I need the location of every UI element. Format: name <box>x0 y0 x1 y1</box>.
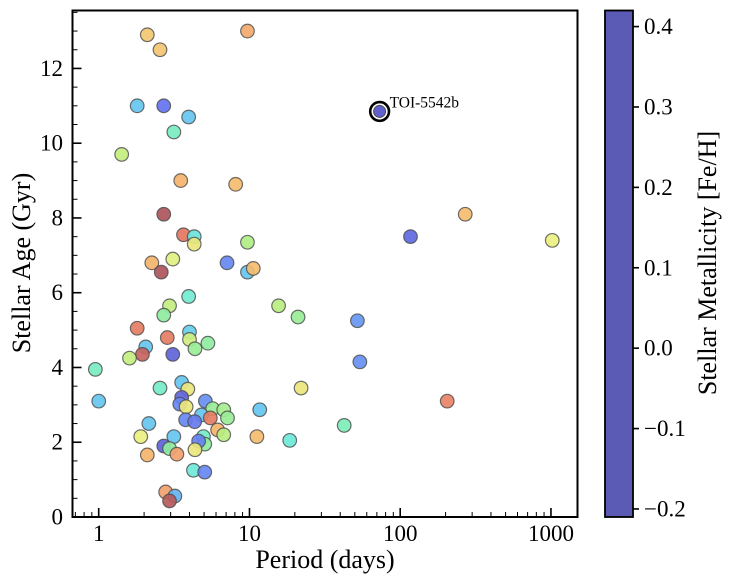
data-point <box>293 380 309 396</box>
colorbar-tick-label: 0.4 <box>644 14 673 39</box>
colorbar-tick-label: −0.2 <box>644 496 686 521</box>
data-point <box>173 173 189 188</box>
data-point <box>144 255 160 271</box>
data-point <box>352 354 368 370</box>
data-point <box>187 341 203 357</box>
y-tick-label: 6 <box>52 280 64 305</box>
data-point <box>91 393 107 409</box>
x-tick-label: 10 <box>238 521 261 546</box>
data-point <box>202 410 218 426</box>
data-point <box>186 236 202 252</box>
x-tick-label: 1000 <box>528 521 574 546</box>
x-tick-label: 1 <box>93 521 105 546</box>
x-axis-label: Period (days) <box>255 545 395 574</box>
data-point <box>135 346 150 362</box>
data-point <box>245 261 261 276</box>
data-point <box>165 251 181 267</box>
data-point <box>129 320 145 336</box>
data-point <box>282 432 298 448</box>
data-point <box>181 109 197 125</box>
data-point <box>156 307 172 323</box>
data-point <box>240 234 255 250</box>
data-point <box>349 313 365 329</box>
colorbar-label: Stellar Metallicity [Fe/H] <box>693 130 722 396</box>
data-point <box>139 27 155 43</box>
data-point <box>114 147 130 162</box>
data-point <box>228 176 244 192</box>
data-point <box>159 330 175 345</box>
colorbar-tick-label: 0.3 <box>644 94 673 119</box>
y-tick-label: 2 <box>52 430 64 455</box>
colorbar-tick-label: −0.1 <box>644 416 686 441</box>
data-point <box>122 350 137 366</box>
y-tick-label: 12 <box>40 56 63 81</box>
data-point <box>290 309 306 325</box>
colorbar-tick-label: 0.1 <box>644 255 673 280</box>
data-point <box>271 298 286 314</box>
y-axis-label: Stellar Age (Gyr) <box>7 172 36 354</box>
data-point <box>220 410 235 426</box>
data-point <box>178 399 194 415</box>
data-point <box>249 429 265 445</box>
data-point <box>187 442 203 458</box>
data-point <box>216 427 232 443</box>
data-point <box>169 446 185 462</box>
data-point <box>336 418 352 433</box>
data-point <box>166 124 182 140</box>
data-point <box>252 402 268 418</box>
colorbar-tick-label: 0.0 <box>644 336 673 361</box>
annotation-ring <box>368 100 391 123</box>
data-point <box>162 493 177 509</box>
data-point <box>133 429 149 445</box>
y-tick-label: 10 <box>40 131 63 156</box>
data-point <box>457 206 473 222</box>
colorbar <box>604 9 634 518</box>
y-tick-label: 0 <box>52 505 64 530</box>
annotated-point <box>373 104 387 118</box>
data-point <box>197 464 213 480</box>
colorbar-tick-label: 0.2 <box>644 175 673 200</box>
data-point <box>219 255 235 271</box>
annotation-label: TOI-5542b <box>390 94 460 111</box>
data-point <box>129 98 145 114</box>
data-point <box>439 393 455 409</box>
y-tick-label: 4 <box>52 355 64 380</box>
data-point <box>200 335 216 351</box>
data-point <box>152 42 168 58</box>
y-tick-label: 8 <box>52 205 64 230</box>
data-point <box>153 264 169 280</box>
data-point <box>156 98 172 114</box>
data-point <box>156 206 172 222</box>
plot-frame <box>71 9 579 518</box>
data-point <box>544 232 560 248</box>
x-tick-label: 100 <box>383 521 418 546</box>
data-point <box>87 361 103 377</box>
data-point <box>240 23 255 39</box>
data-point <box>403 229 418 245</box>
data-point <box>187 414 203 430</box>
data-point <box>139 447 155 463</box>
data-point <box>165 346 181 362</box>
data-point <box>181 289 197 304</box>
data-point <box>152 380 168 396</box>
data-point <box>141 416 157 431</box>
